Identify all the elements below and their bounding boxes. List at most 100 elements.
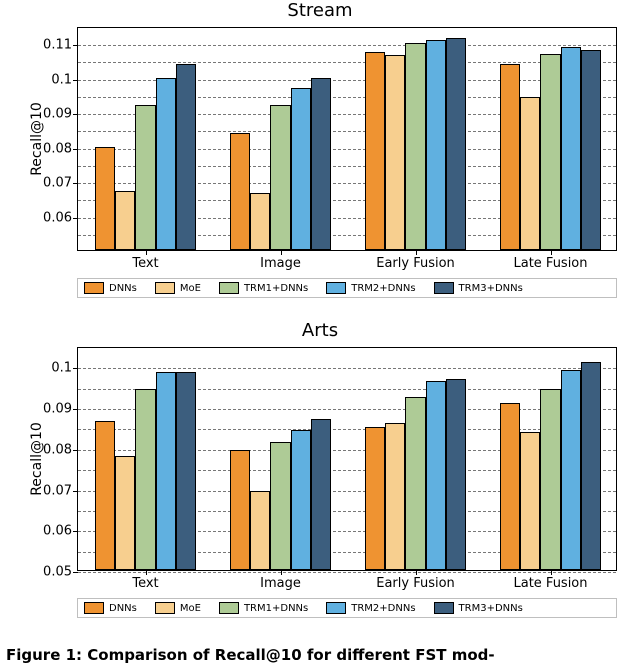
chart-panel-arts: Arts0.050.060.070.080.090.1TextImageEarl…	[0, 320, 640, 640]
legend-label: TRM2+DNNs	[351, 283, 415, 294]
bar-trm3	[446, 379, 466, 570]
bar-dnns	[500, 403, 520, 570]
xtick-mark	[146, 250, 147, 255]
ytick-label: 0.09	[43, 402, 72, 417]
plot-area-arts: 0.050.060.070.080.090.1TextImageEarly Fu…	[77, 347, 617, 571]
xtick-label: Early Fusion	[376, 256, 455, 271]
bar-dnns	[95, 421, 115, 570]
bar-trm1	[135, 105, 155, 250]
legend-label: MoE	[180, 283, 201, 294]
legend-item-dnns: DNNs	[84, 602, 137, 614]
legend-label: DNNs	[109, 283, 137, 294]
bar-moe	[385, 423, 405, 570]
legend-swatch	[434, 282, 454, 294]
chart-title-arts: Arts	[0, 320, 640, 341]
bar-trm2	[156, 78, 176, 250]
ytick-label: 0.08	[43, 442, 72, 457]
xtick-label: Late Fusion	[513, 576, 587, 591]
legend-swatch	[219, 282, 239, 294]
bar-trm2	[426, 40, 446, 250]
bar-dnns	[230, 450, 250, 570]
legend-item-trm2: TRM2+DNNs	[326, 602, 415, 614]
bar-trm3	[311, 419, 331, 570]
chart-title-stream: Stream	[0, 0, 640, 21]
legend-item-trm3: TRM3+DNNs	[434, 602, 523, 614]
bar-dnns	[230, 133, 250, 250]
ylabel-stream: Recall@10	[29, 99, 45, 179]
legend-swatch	[434, 602, 454, 614]
xtick-label: Image	[260, 256, 301, 271]
legend-swatch	[155, 602, 175, 614]
ylabel-arts: Recall@10	[29, 419, 45, 499]
xtick-label: Image	[260, 576, 301, 591]
xtick-mark	[551, 570, 552, 575]
ytick-label: 0.09	[43, 107, 72, 122]
legend-label: MoE	[180, 603, 201, 614]
ytick-label: 0.06	[43, 210, 72, 225]
bar-moe	[115, 456, 135, 570]
bar-trm3	[311, 78, 331, 250]
xtick-mark	[551, 250, 552, 255]
gridline-major	[78, 45, 616, 46]
ytick-label: 0.06	[43, 524, 72, 539]
legend-item-moe: MoE	[155, 602, 201, 614]
ytick-label: 0.1	[51, 361, 72, 376]
ytick-label: 0.07	[43, 176, 72, 191]
legend-swatch	[326, 602, 346, 614]
bar-dnns	[95, 147, 115, 250]
legend-item-trm2: TRM2+DNNs	[326, 282, 415, 294]
xtick-mark	[146, 570, 147, 575]
legend-swatch	[84, 602, 104, 614]
bar-moe	[520, 97, 540, 250]
ytick-label: 0.05	[43, 565, 72, 580]
xtick-label: Text	[132, 576, 158, 591]
legend-label: TRM3+DNNs	[459, 603, 523, 614]
ytick-label: 0.07	[43, 483, 72, 498]
bar-moe	[520, 432, 540, 570]
bar-trm1	[270, 105, 290, 250]
legend-label: TRM3+DNNs	[459, 283, 523, 294]
bar-trm2	[291, 88, 311, 250]
bar-trm3	[581, 50, 601, 250]
legend-item-dnns: DNNs	[84, 282, 137, 294]
xtick-label: Late Fusion	[513, 256, 587, 271]
legend-label: DNNs	[109, 603, 137, 614]
legend-swatch	[155, 282, 175, 294]
legend-label: TRM1+DNNs	[244, 603, 308, 614]
gridline-major	[78, 368, 616, 369]
legend-label: TRM2+DNNs	[351, 603, 415, 614]
legend-stream: DNNs MoE TRM1+DNNs TRM2+DNNs TRM3+DNNs	[77, 278, 617, 298]
xtick-mark	[281, 250, 282, 255]
bar-trm2	[561, 47, 581, 250]
bar-trm3	[176, 372, 196, 570]
xtick-mark	[416, 250, 417, 255]
bar-trm2	[561, 370, 581, 570]
ytick-label: 0.1	[51, 72, 72, 87]
legend-item-moe: MoE	[155, 282, 201, 294]
ytick-label: 0.11	[43, 38, 72, 53]
bar-trm1	[405, 43, 425, 250]
bar-trm2	[291, 430, 311, 571]
bar-trm1	[540, 54, 560, 250]
bar-trm3	[581, 362, 601, 570]
xtick-mark	[416, 570, 417, 575]
bar-dnns	[365, 427, 385, 570]
gridline-major	[78, 572, 616, 573]
legend-item-trm1: TRM1+DNNs	[219, 282, 308, 294]
bar-dnns	[365, 52, 385, 250]
xtick-label: Early Fusion	[376, 576, 455, 591]
bar-moe	[115, 191, 135, 250]
legend-swatch	[326, 282, 346, 294]
gridline-minor	[78, 62, 616, 63]
bar-trm1	[405, 397, 425, 570]
bar-moe	[250, 491, 270, 570]
chart-panel-stream: Stream0.060.070.080.090.10.11TextImageEa…	[0, 0, 640, 320]
bar-moe	[250, 193, 270, 250]
ytick-label: 0.08	[43, 141, 72, 156]
bar-moe	[385, 55, 405, 250]
xtick-label: Text	[132, 256, 158, 271]
plot-area-stream: 0.060.070.080.090.10.11TextImageEarly Fu…	[77, 27, 617, 251]
legend-swatch	[219, 602, 239, 614]
bar-trm3	[176, 64, 196, 250]
legend-item-trm1: TRM1+DNNs	[219, 602, 308, 614]
